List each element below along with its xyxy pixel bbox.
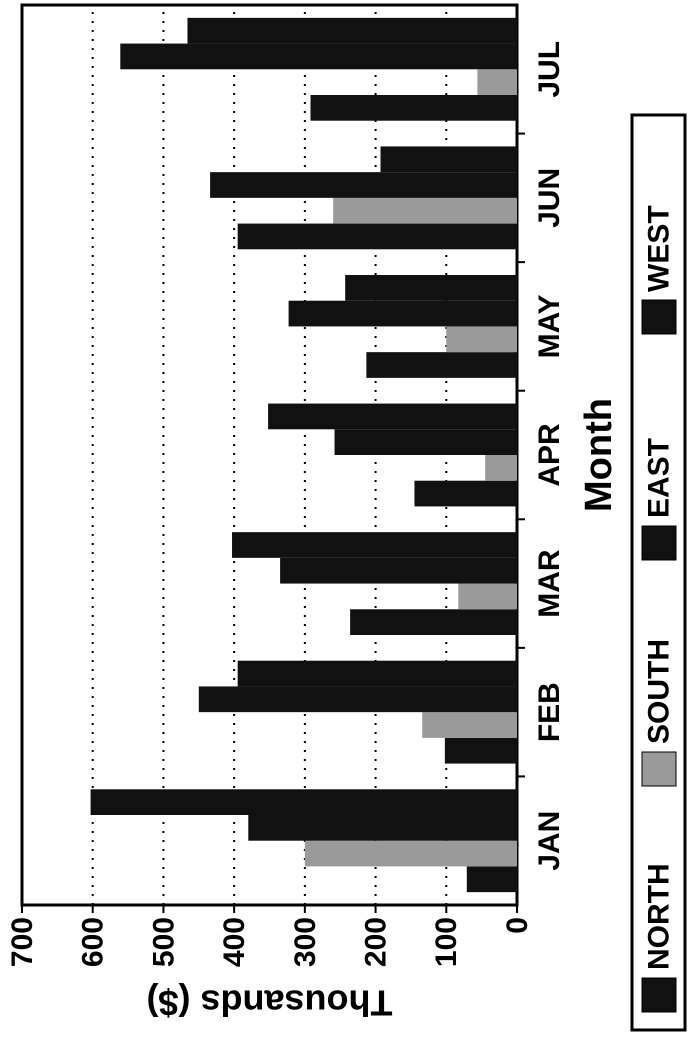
bar bbox=[310, 95, 517, 121]
y-tick-label: 200 bbox=[359, 917, 392, 967]
legend-frame bbox=[630, 113, 687, 1032]
bar bbox=[485, 455, 517, 481]
x-axis-title: Month bbox=[578, 398, 620, 512]
y-axis-title: Thousands ($) bbox=[146, 982, 392, 1023]
rotated-chart: 0 100 200 300 400 500 600 700 JAN FEB MAR APR MAY JUN… bbox=[6, 3, 687, 1032]
x-tick-label: FEB bbox=[533, 682, 566, 742]
bar bbox=[422, 712, 517, 738]
bar bbox=[446, 326, 517, 353]
legend-label: SOUTH bbox=[642, 639, 675, 744]
legend-label: WEST bbox=[642, 205, 675, 292]
bar bbox=[120, 43, 518, 70]
bar bbox=[237, 660, 518, 687]
y-tick-label: 500 bbox=[147, 917, 180, 967]
bar bbox=[237, 223, 518, 250]
bar bbox=[187, 17, 517, 44]
bar bbox=[90, 789, 517, 815]
x-tick-label: JUL bbox=[533, 41, 566, 98]
bar bbox=[458, 583, 517, 610]
bar bbox=[414, 480, 518, 507]
bar bbox=[232, 532, 517, 558]
y-tick-label: 300 bbox=[289, 917, 322, 967]
bar bbox=[444, 737, 517, 764]
bar bbox=[333, 197, 517, 224]
bar bbox=[248, 814, 518, 841]
legend-swatch bbox=[641, 751, 677, 787]
bar bbox=[466, 866, 517, 893]
legend-label: NORTH bbox=[642, 863, 675, 970]
y-tick-label: 0 bbox=[501, 917, 534, 934]
bar bbox=[366, 352, 517, 378]
x-tick-label: MAY bbox=[533, 294, 566, 358]
y-tick-label: 400 bbox=[218, 917, 251, 967]
bar bbox=[304, 840, 517, 867]
y-tick-label: 600 bbox=[77, 917, 110, 967]
y-tick-label: 700 bbox=[6, 917, 39, 967]
legend-swatch bbox=[641, 977, 677, 1013]
bar bbox=[288, 300, 518, 327]
x-tick-label: JAN bbox=[533, 811, 566, 871]
bar bbox=[210, 172, 517, 198]
legend-swatch bbox=[641, 299, 677, 335]
bar bbox=[350, 609, 517, 635]
x-tick-label: MAR bbox=[533, 549, 566, 618]
legend-swatch bbox=[641, 525, 677, 561]
x-tick-label: APR bbox=[533, 423, 566, 487]
bar bbox=[334, 429, 517, 455]
legend-label: EAST bbox=[642, 438, 675, 518]
y-tick-label: 100 bbox=[430, 917, 463, 967]
x-tick-label: JUN bbox=[533, 168, 566, 228]
bar bbox=[477, 69, 517, 95]
bar bbox=[345, 275, 517, 301]
bar bbox=[380, 146, 517, 173]
bar bbox=[198, 686, 518, 713]
bar bbox=[268, 403, 518, 430]
bar bbox=[280, 557, 517, 584]
